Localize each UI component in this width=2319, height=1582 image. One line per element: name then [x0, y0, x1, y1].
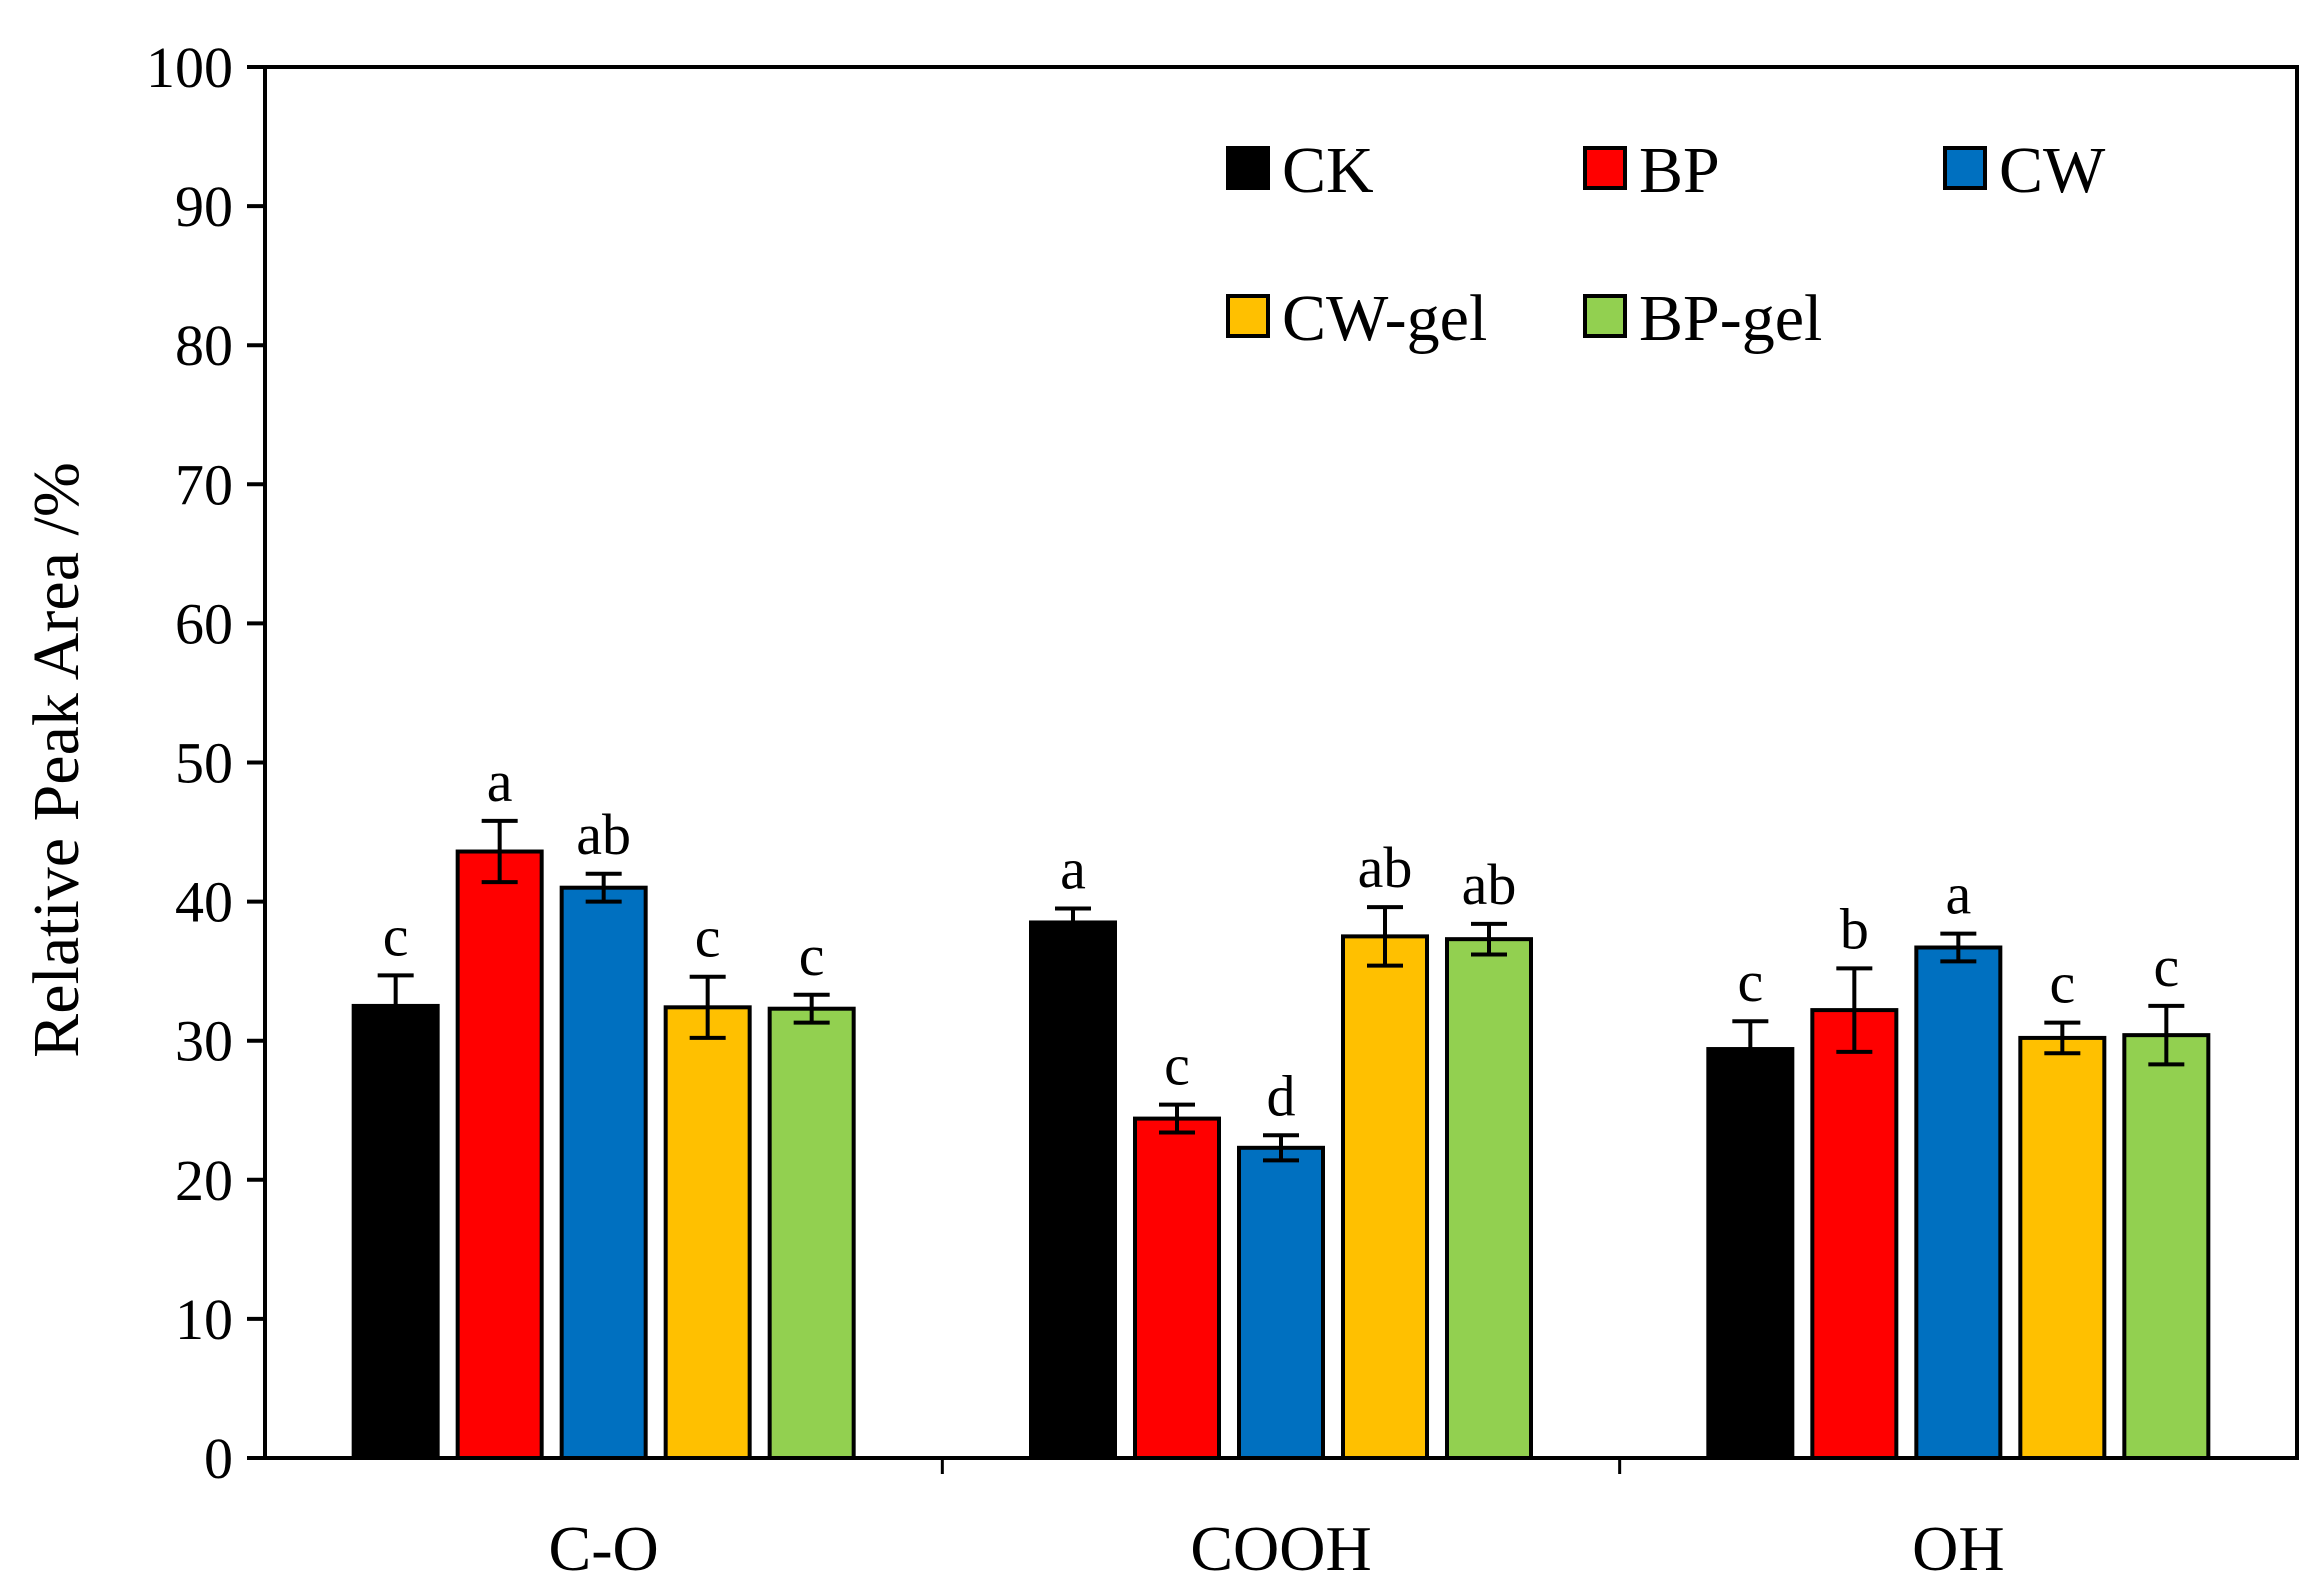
legend-swatch-ck — [1226, 146, 1270, 190]
y-tick-label: 70 — [175, 452, 233, 517]
significance-label: a — [1060, 837, 1086, 902]
significance-label: c — [1737, 949, 1763, 1014]
y-tick-label: 0 — [204, 1426, 233, 1491]
legend: CK BP CW CW-gel BP-gel — [1226, 134, 2106, 355]
bar-cw-gel-c-o — [663, 1005, 752, 1460]
significance-label: c — [1164, 1033, 1190, 1098]
y-axis-title: Relative Peak Area /% — [20, 462, 93, 1058]
legend-swatch-cw — [1943, 146, 1987, 190]
legend-swatch-bp-gel — [1583, 294, 1627, 338]
significance-label: b — [1840, 896, 1869, 961]
legend-swatch-cw-gel — [1226, 294, 1270, 338]
y-tick-label: 10 — [175, 1287, 233, 1352]
legend-swatch-bp — [1583, 146, 1627, 190]
significance-label: a — [487, 749, 513, 814]
bar-ck-cooh — [1029, 920, 1117, 1460]
bar-ck-oh — [1706, 1047, 1795, 1461]
bar-cw-c-o — [559, 885, 648, 1460]
bar-bp-gel-c-o — [767, 1006, 856, 1460]
legend-label-ck: CK — [1282, 134, 1374, 207]
bar-bp-gel-oh — [2122, 1033, 2211, 1460]
bar-cw-gel-cooh — [1341, 934, 1429, 1460]
significance-label: ab — [1462, 852, 1517, 917]
legend-label-cw: CW — [1999, 134, 2106, 207]
significance-label: c — [2049, 951, 2075, 1016]
significance-label: c — [383, 903, 409, 968]
bar-cw-gel-oh — [2018, 1035, 2107, 1460]
bar-bp-oh — [1810, 1008, 1899, 1461]
legend-label-bp: BP — [1639, 134, 1720, 207]
bar-cw-cooh — [1237, 1145, 1325, 1460]
bars-layer — [351, 818, 2211, 1461]
significance-label: a — [1945, 862, 1971, 927]
y-tick-label: 60 — [175, 591, 233, 656]
x-tick-label: OH — [1912, 1513, 2004, 1582]
legend-label-cw-gel: CW-gel — [1282, 282, 1487, 355]
y-tick-label: 40 — [175, 870, 233, 935]
y-tick-label: 20 — [175, 1148, 233, 1213]
y-tick-label: 30 — [175, 1009, 233, 1074]
bar-bp-gel-cooh — [1445, 937, 1533, 1460]
bar-bp-cooh — [1133, 1116, 1221, 1460]
significance-label: c — [799, 923, 825, 988]
x-tick-label: COOH — [1190, 1513, 1371, 1582]
axes-layer: 0 10 20 30 40 50 60 70 80 90 100 C-O COOH OH — [146, 35, 2299, 1582]
significance-label: c — [695, 905, 721, 970]
x-tick-label: C-O — [549, 1513, 659, 1582]
bar-cw-oh — [1914, 945, 2003, 1460]
y-tick-label: 80 — [175, 313, 233, 378]
y-tick-label: 50 — [175, 731, 233, 796]
significance-label: ab — [1358, 835, 1413, 900]
significance-label: d — [1267, 1063, 1296, 1128]
significance-label: c — [2153, 934, 2179, 999]
y-tick-label: 90 — [175, 174, 233, 239]
legend-label-bp-gel: BP-gel — [1639, 282, 1822, 355]
bar-bp-c-o — [455, 849, 544, 1460]
bar-ck-c-o — [351, 1003, 440, 1460]
y-tick-label: 100 — [146, 35, 233, 100]
significance-label: ab — [576, 802, 631, 867]
